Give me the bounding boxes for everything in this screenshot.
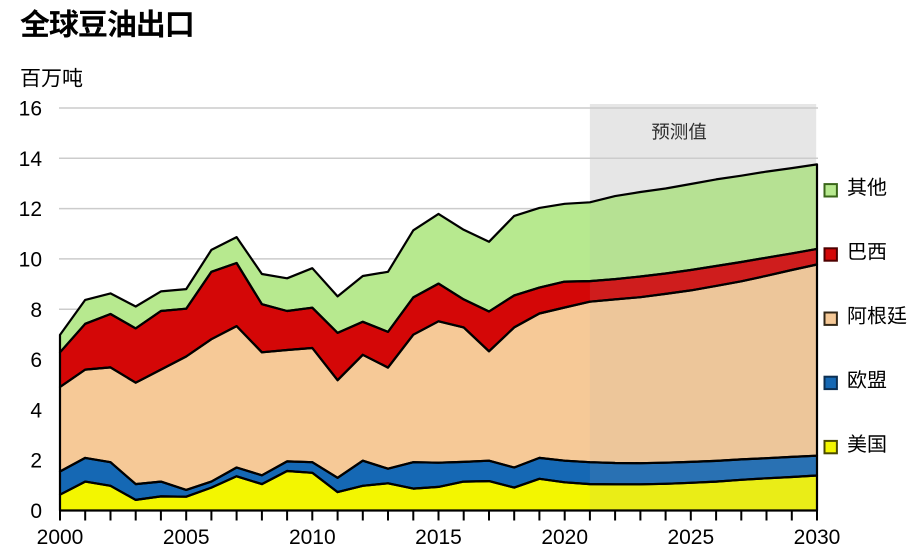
svg-text:14: 14 <box>19 148 43 171</box>
svg-text:6: 6 <box>30 349 42 372</box>
svg-text:2030: 2030 <box>794 526 841 549</box>
svg-text:8: 8 <box>30 299 42 322</box>
svg-text:2025: 2025 <box>667 526 714 549</box>
svg-text:2015: 2015 <box>415 526 462 549</box>
svg-text:2000: 2000 <box>37 526 84 549</box>
svg-text:2: 2 <box>30 450 42 473</box>
svg-text:16: 16 <box>19 98 42 121</box>
svg-text:4: 4 <box>30 399 42 422</box>
svg-text:2020: 2020 <box>541 526 588 549</box>
svg-text:2010: 2010 <box>289 526 336 549</box>
svg-text:0: 0 <box>30 500 42 523</box>
svg-text:10: 10 <box>19 248 42 271</box>
svg-text:12: 12 <box>19 198 42 221</box>
svg-text:2005: 2005 <box>163 526 210 549</box>
